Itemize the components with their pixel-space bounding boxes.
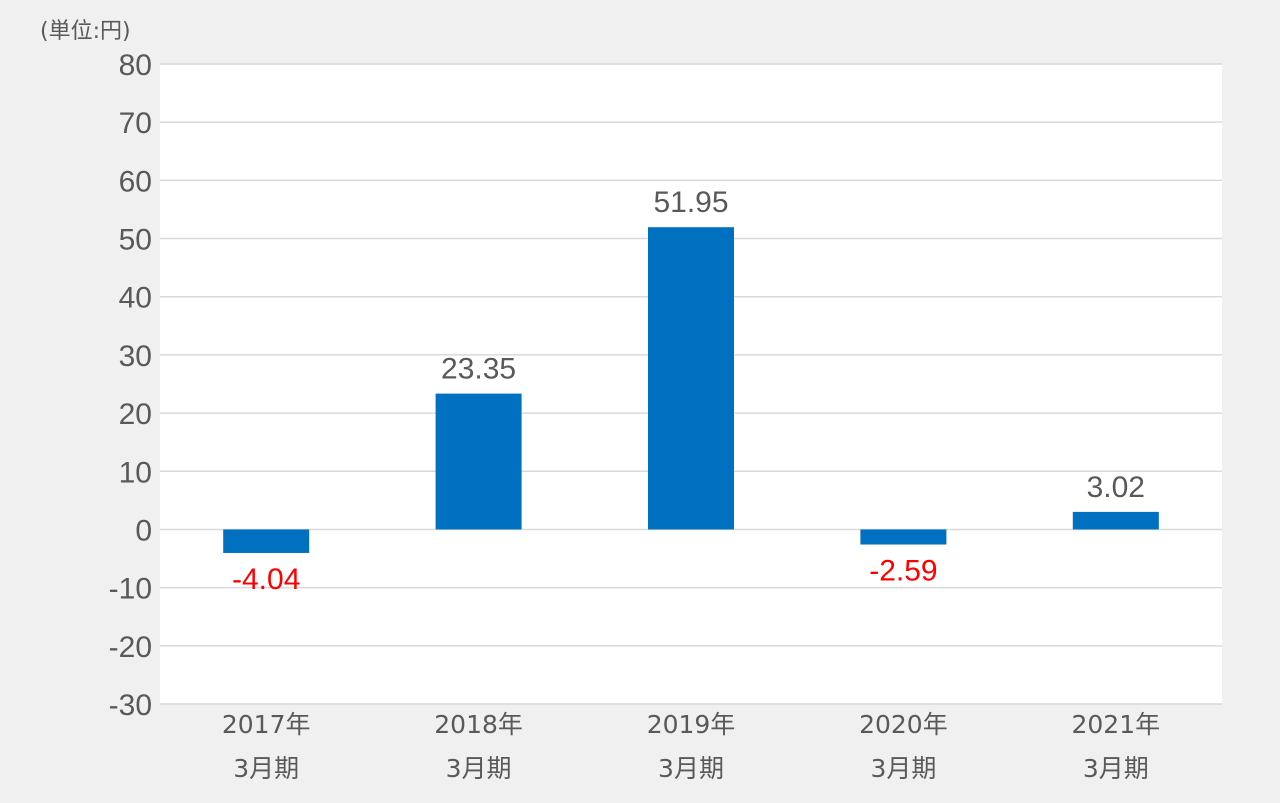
x-category-label: 2018年 [434, 710, 523, 739]
y-tick-label: -30 [109, 689, 152, 722]
y-axis-tick-labels: 80 70 60 50 40 30 20 10 0 -10 -20 -30 [109, 49, 152, 722]
unit-label: (単位:円) [40, 19, 131, 44]
y-tick-label: 10 [119, 456, 152, 489]
bar [1072, 511, 1159, 530]
x-category-label: 3月期 [870, 754, 936, 783]
bar [648, 227, 734, 530]
y-tick-label: 40 [119, 282, 152, 315]
x-category-label: 2020年 [859, 710, 948, 739]
y-tick-label: -10 [109, 573, 152, 606]
data-label: -4.04 [232, 563, 300, 596]
x-category-label: 3月期 [658, 754, 724, 783]
data-label: -2.59 [869, 555, 937, 588]
y-tick-label: 60 [119, 165, 152, 198]
x-category-label: 2017年 [222, 710, 311, 739]
x-category-label: 3月期 [1083, 754, 1149, 783]
x-axis-category-labels: 2017年 3月期 2018年 3月期 2019年 3月期 2020年 3月期 2021年 3月期 [222, 710, 1160, 783]
data-label: 51.95 [653, 186, 728, 219]
bar [435, 393, 522, 530]
bar [223, 529, 310, 553]
y-tick-label: 20 [119, 398, 152, 431]
data-label: 3.02 [1087, 471, 1145, 504]
x-category-label: 2019年 [647, 710, 736, 739]
data-labels: -4.04 23.35 51.95 -2.59 3.02 [232, 186, 1145, 596]
bar [860, 529, 947, 545]
y-tick-label: 0 [135, 514, 152, 547]
y-tick-label: 30 [119, 340, 152, 373]
y-tick-label: 80 [119, 49, 152, 82]
x-category-label: 3月期 [233, 754, 299, 783]
y-tick-label: -20 [109, 631, 152, 664]
x-category-label: 2021年 [1071, 710, 1160, 739]
data-label: 23.35 [441, 353, 516, 386]
x-category-label: 3月期 [446, 754, 512, 783]
y-tick-label: 70 [119, 107, 152, 140]
bars [223, 227, 1159, 553]
y-tick-label: 50 [119, 224, 152, 257]
